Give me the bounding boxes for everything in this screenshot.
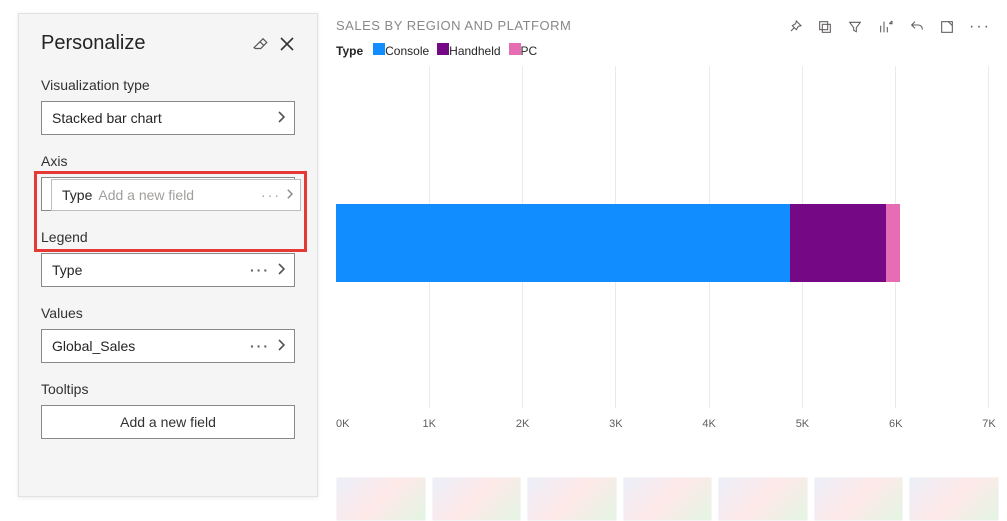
- eraser-icon[interactable]: [251, 35, 269, 53]
- legend-series-label[interactable]: Handheld: [449, 44, 500, 58]
- axis-placeholder: Add a new field: [98, 187, 261, 203]
- chevron-right-icon: [276, 338, 286, 355]
- panel-header: Personalize: [41, 32, 295, 55]
- background-thumbnails: [336, 477, 999, 521]
- legend-field[interactable]: Type ···: [41, 253, 295, 287]
- values-label: Values: [41, 305, 295, 321]
- x-axis: 0K1K2K3K4K5K6K7K: [336, 410, 989, 436]
- legend-title: Type: [336, 44, 363, 58]
- x-tick-label: 1K: [423, 418, 436, 430]
- visualization-type-value: Stacked bar chart: [52, 110, 276, 126]
- axis-field-chip[interactable]: Type Add a new field ···: [51, 179, 301, 211]
- copy-icon[interactable]: [817, 19, 833, 35]
- visualization-type-label: Visualization type: [41, 77, 295, 93]
- bar-segment[interactable]: [790, 204, 886, 282]
- values-value: Global_Sales: [52, 338, 250, 354]
- visualization-type-select[interactable]: Stacked bar chart: [41, 101, 295, 135]
- values-field[interactable]: Global_Sales ···: [41, 329, 295, 363]
- x-tick-label: 7K: [982, 418, 995, 430]
- chart-visual: SALES BY REGION AND PLATFORM ··· Type Co…: [318, 0, 1007, 521]
- visual-toolbar: ···: [787, 18, 991, 36]
- chevron-right-icon: [276, 110, 286, 127]
- legend-value: Type: [52, 262, 250, 278]
- axis-label: Axis: [41, 153, 295, 169]
- pin-icon[interactable]: [787, 19, 803, 35]
- x-tick-label: 3K: [609, 418, 622, 430]
- panel-title: Personalize: [41, 32, 146, 55]
- stacked-bar: [336, 204, 989, 282]
- personalize-panel: Personalize Visualization type Stacked b…: [18, 13, 318, 497]
- chart-edit-icon[interactable]: [877, 19, 895, 35]
- section-legend: Legend Type ···: [41, 229, 295, 287]
- bar-segment[interactable]: [886, 204, 900, 282]
- x-tick-label: 4K: [702, 418, 715, 430]
- focus-icon[interactable]: [939, 19, 955, 35]
- chevron-right-icon: [276, 262, 286, 279]
- more-icon[interactable]: ···: [250, 338, 270, 354]
- section-values: Values Global_Sales ···: [41, 305, 295, 363]
- legend-swatch[interactable]: [373, 43, 385, 55]
- x-tick-label: 0K: [336, 418, 349, 430]
- more-icon[interactable]: ···: [969, 18, 991, 36]
- filter-icon[interactable]: [847, 19, 863, 35]
- x-tick-label: 2K: [516, 418, 529, 430]
- legend-swatch[interactable]: [509, 43, 521, 55]
- legend-series-label[interactable]: PC: [521, 44, 538, 58]
- section-tooltips: Tooltips Add a new field: [41, 381, 295, 439]
- legend-label: Legend: [41, 229, 295, 245]
- legend-series-label[interactable]: Console: [385, 44, 429, 58]
- bar-segment[interactable]: [336, 204, 790, 282]
- section-visualization-type: Visualization type Stacked bar chart: [41, 77, 295, 135]
- chart-legend: Type Console Handheld PC: [336, 43, 997, 58]
- section-axis: Axis Type Add a new field ···: [41, 153, 295, 211]
- tooltips-add-field[interactable]: Add a new field: [41, 405, 295, 439]
- legend-swatch[interactable]: [437, 43, 449, 55]
- undo-icon[interactable]: [909, 19, 925, 35]
- chart-plot-area: 0K1K2K3K4K5K6K7K: [336, 66, 989, 436]
- more-icon[interactable]: ···: [250, 262, 270, 278]
- close-icon[interactable]: [279, 36, 295, 52]
- tooltips-add-text: Add a new field: [120, 414, 216, 430]
- x-tick-label: 5K: [796, 418, 809, 430]
- more-icon[interactable]: ···: [261, 187, 281, 203]
- axis-chip-text: Type: [62, 187, 92, 203]
- x-tick-label: 6K: [889, 418, 902, 430]
- chevron-right-icon: [285, 187, 294, 203]
- tooltips-label: Tooltips: [41, 381, 295, 397]
